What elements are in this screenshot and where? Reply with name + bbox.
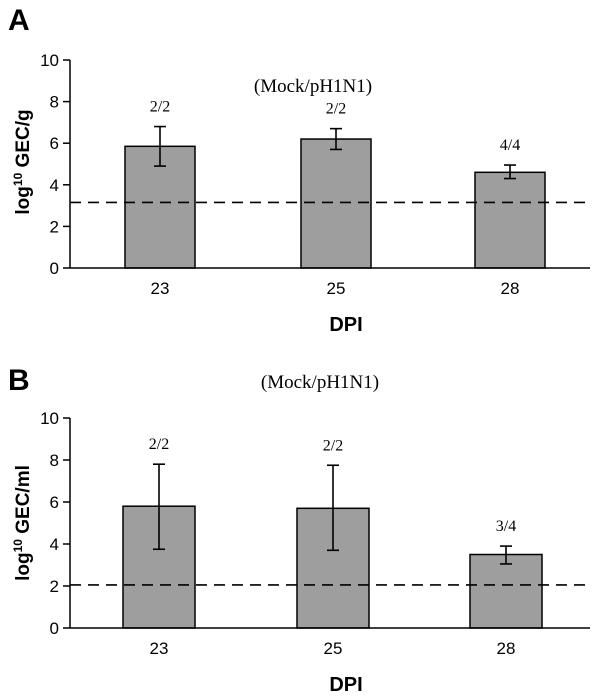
panel-b-y-tick-label-3: 6 [50, 493, 59, 512]
panel-a-x-tick-label-28: 28 [501, 279, 520, 298]
panel-a-bar-28 [474, 171, 546, 269]
panel-a-annotation-25: 2/2 [326, 101, 346, 118]
panel-b-marks: 0 2 4 6 8 10 2/2 23 2/2 25 3/4 28 [40, 409, 590, 658]
panel-b-annotation-28: 3/4 [496, 518, 516, 535]
panel-b-subtitle: (Mock/pH1N1) [261, 372, 379, 393]
panel-b-x-tick-label-28: 28 [497, 639, 516, 658]
panel-b-error-bar-23 [153, 463, 165, 551]
panel-a-error-bar-28 [504, 164, 516, 180]
panel-a-annotation-28: 4/4 [500, 137, 520, 154]
panel-a-ylabel-pre: log [13, 186, 34, 215]
panel-a-y-axis-label: log10 GEC/g [11, 109, 34, 214]
panel-a-y-tick-label-2: 4 [50, 176, 59, 195]
panel-a-ylabel-post: GEC/g [13, 109, 34, 172]
panel-b-x-axis-label: DPI [329, 674, 362, 696]
panel-b: B (Mock/pH1N1) log10 GEC/ml DPI 02468102… [8, 364, 590, 696]
panel-a-x-tick-label-25: 25 [327, 279, 346, 298]
panel-b-x-tick-label-23: 23 [150, 639, 169, 658]
panel-a-x-tick-label-23: 23 [151, 279, 170, 298]
panel-b-error-bar-25 [327, 464, 339, 552]
panel-b-x-tick-label-25: 25 [324, 639, 343, 658]
panel-b-y-tick-label-4: 8 [50, 451, 59, 470]
panel-letter-b: B [8, 364, 30, 397]
panel-b-y-axis-label: log10 GEC/ml [11, 465, 34, 581]
panel-b-bar-28 [469, 553, 543, 629]
panel-b-annotation-25: 2/2 [323, 437, 343, 454]
panel-a-ylabel-sup: 10 [11, 172, 25, 186]
panel-b-y-tick-label-0: 0 [50, 619, 59, 638]
panel-b-error-bar-28 [500, 545, 512, 565]
panel-a-subtitle: (Mock/pH1N1) [254, 76, 372, 97]
panel-a-marks: 0 2 4 6 8 10 2/2 23 2/2 25 4/4 28 [40, 51, 590, 298]
panel-a-y-tick-label-1: 2 [50, 217, 59, 236]
panel-a-error-bar-23 [154, 125, 166, 167]
panel-a-y-tick-label-3: 6 [50, 134, 59, 153]
panel-a-bar-25 [300, 138, 372, 269]
panel-b-ylabel-pre: log [13, 552, 34, 581]
panel-letter-a: A [8, 4, 30, 37]
panel-b-y-tick-label-2: 4 [50, 535, 59, 554]
panel-a-x-axis-label: DPI [329, 314, 362, 336]
panel-b-annotation-23: 2/2 [149, 436, 169, 453]
panel-a-y-tick-label-4: 8 [50, 93, 59, 112]
panel-a-y-tick-label-0: 0 [50, 259, 59, 278]
panel-b-ylabel-sup: 10 [11, 539, 25, 553]
panel-b-ylabel-post: GEC/ml [13, 465, 34, 539]
panel-a-annotation-23: 2/2 [150, 99, 170, 116]
panel-b-y-tick-label-1: 2 [50, 577, 59, 596]
panel-a-y-tick-label-5: 10 [40, 51, 59, 70]
panel-b-y-tick-label-5: 10 [40, 409, 59, 428]
panel-a: A (Mock/pH1N1) log10 GEC/g DPI 02468102/… [8, 4, 590, 336]
panel-a-error-bar-25 [330, 127, 342, 151]
